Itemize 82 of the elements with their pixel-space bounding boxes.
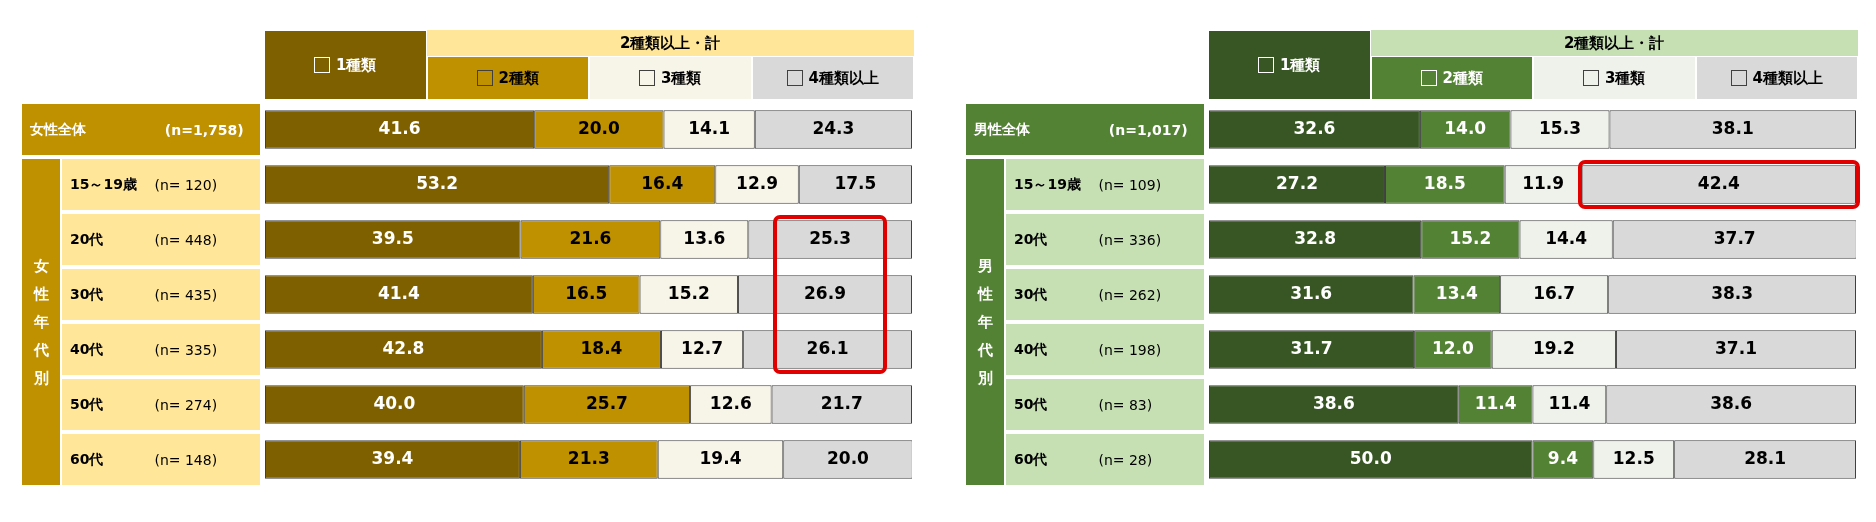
data-label: 14.1 xyxy=(688,117,731,138)
data-label: 38.6 xyxy=(1710,392,1753,413)
legend-label: 2種類 xyxy=(498,68,539,88)
text: 女性年代別 xyxy=(33,256,49,389)
data-label: 21.7 xyxy=(820,392,863,413)
category-label: 男性全体 (n=1,017) xyxy=(974,120,1188,138)
data-label: 38.1 xyxy=(1711,117,1754,138)
legend-label: 1種類 xyxy=(336,55,377,75)
data-label: 53.2 xyxy=(416,172,459,193)
data-label: 39.4 xyxy=(371,447,414,468)
data-label: 50.0 xyxy=(1349,447,1392,468)
category-label: 60代 (n= 28) xyxy=(1014,450,1153,468)
data-label: 13.6 xyxy=(683,227,726,248)
data-label: 15.3 xyxy=(1539,117,1581,138)
data-label: 37.7 xyxy=(1713,227,1756,248)
data-label: 11.9 xyxy=(1522,172,1565,193)
data-label: 17.5 xyxy=(834,172,877,193)
legend-label: 2種類 xyxy=(1442,68,1483,88)
data-label: 16.4 xyxy=(641,172,684,193)
category-label: 60代 (n= 148) xyxy=(70,450,218,468)
legend-label: 4種類以上 xyxy=(808,68,879,88)
data-label: 12.6 xyxy=(709,392,752,413)
data-label: 32.8 xyxy=(1294,227,1337,248)
data-label: 14.0 xyxy=(1444,117,1487,138)
data-label: 14.4 xyxy=(1545,227,1588,248)
data-label: 18.5 xyxy=(1423,172,1466,193)
data-label: 12.9 xyxy=(736,172,779,193)
category-label: 女性全体 (n=1,758) xyxy=(30,120,244,138)
legend-label: 3種類 xyxy=(1605,68,1646,88)
legend-label: 4種類以上 xyxy=(1752,68,1823,88)
data-label: 19.2 xyxy=(1532,337,1575,358)
category-label: 40代 (n= 198) xyxy=(1014,340,1162,358)
data-label: 38.3 xyxy=(1711,282,1754,303)
data-label: 15.2 xyxy=(667,282,710,303)
data-label: 40.0 xyxy=(373,392,416,413)
text: 男性年代別 xyxy=(977,256,993,389)
data-label: 12.7 xyxy=(681,337,724,358)
data-label: 27.2 xyxy=(1276,172,1318,193)
category-label: 30代 (n= 262) xyxy=(1014,285,1162,303)
data-label: 31.7 xyxy=(1290,337,1333,358)
data-label: 25.3 xyxy=(809,227,852,248)
category-label: 30代 (n= 435) xyxy=(70,285,218,303)
data-label: 26.9 xyxy=(804,282,846,303)
data-label: 41.6 xyxy=(378,117,421,138)
category-label: 50代 (n= 274) xyxy=(70,395,218,413)
data-label: 11.4 xyxy=(1474,392,1517,413)
data-label: 26.1 xyxy=(806,337,849,358)
data-label: 39.5 xyxy=(371,227,414,248)
data-label: 37.1 xyxy=(1715,337,1757,358)
category-label: 40代 (n= 335) xyxy=(70,340,218,358)
data-label: 21.6 xyxy=(569,227,612,248)
data-label: 16.5 xyxy=(565,282,608,303)
legend-label: 3種類 xyxy=(661,68,702,88)
data-label: 15.2 xyxy=(1449,227,1492,248)
data-label: 9.4 xyxy=(1547,447,1579,468)
data-label: 11.4 xyxy=(1548,392,1591,413)
data-label: 13.4 xyxy=(1435,282,1478,303)
category-label: 50代 (n= 83) xyxy=(1014,395,1153,413)
data-label: 20.0 xyxy=(826,447,870,468)
data-label: 12.0 xyxy=(1431,337,1475,358)
data-label: 42.8 xyxy=(382,337,425,358)
category-label: 20代 (n= 448) xyxy=(70,230,218,248)
data-label: 38.6 xyxy=(1312,392,1355,413)
data-label: 16.7 xyxy=(1533,282,1576,303)
data-label: 25.7 xyxy=(585,392,628,413)
data-label: 31.6 xyxy=(1290,282,1333,303)
legend-title: 2種類以上・計 xyxy=(1370,30,1858,56)
data-label: 20.0 xyxy=(577,117,620,138)
data-label: 21.3 xyxy=(567,447,610,468)
data-label: 18.4 xyxy=(580,337,623,358)
data-label: 19.4 xyxy=(699,447,742,468)
category-label: 15～19歳 (n= 109) xyxy=(1014,175,1162,193)
data-label: 12.5 xyxy=(1612,447,1655,468)
data-label: 28.1 xyxy=(1744,447,1787,468)
legend-title: 2種類以上・計 xyxy=(426,30,914,56)
data-label: 32.6 xyxy=(1293,117,1336,138)
category-label: 15～19歳 (n= 120) xyxy=(70,175,218,193)
legend-label: 1種類 xyxy=(1280,55,1321,75)
data-label: 41.4 xyxy=(377,282,421,303)
data-label: 42.4 xyxy=(1697,172,1740,193)
data-label: 24.3 xyxy=(812,117,855,138)
category-label: 20代 (n= 336) xyxy=(1014,230,1162,248)
